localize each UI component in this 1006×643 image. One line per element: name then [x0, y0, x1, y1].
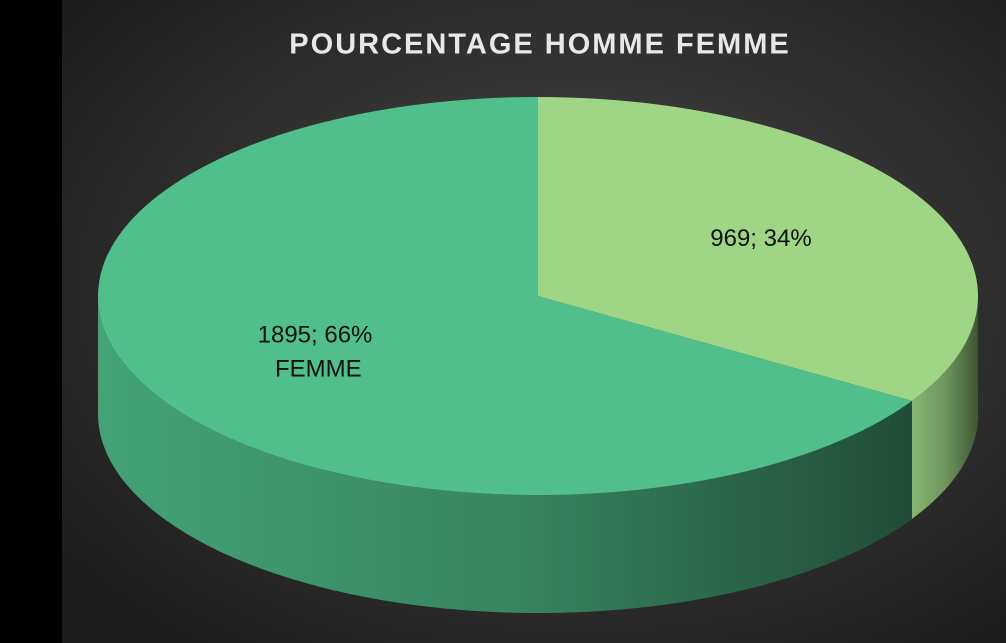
data-label: 1895; 66% [258, 321, 373, 348]
slice-side-shade [911, 296, 978, 519]
side-strip [0, 0, 62, 643]
chart-title: POURCENTAGE HOMME FEMME [289, 29, 790, 61]
data-label: 969; 34% [710, 225, 811, 252]
slice-side-shade [98, 296, 912, 613]
slice [538, 97, 978, 401]
slice [97, 97, 912, 495]
category-label: FEMME [275, 355, 362, 382]
